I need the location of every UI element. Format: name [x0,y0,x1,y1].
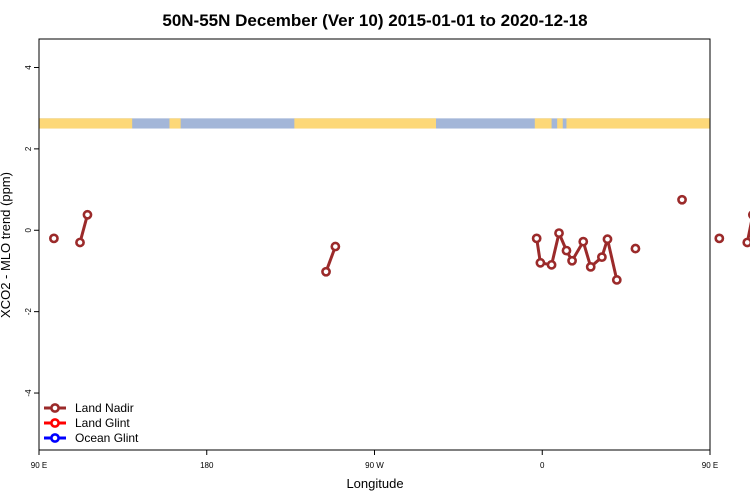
legend-label: Land Glint [75,416,130,430]
legend-marker [50,433,60,443]
y-axis-label: XCO2 - MLO trend (ppm) [0,172,13,318]
land-ocean-band [39,118,710,129]
legend-marker [50,403,60,413]
y-tick-label: 2 [24,146,33,151]
data-point [578,236,589,247]
data-point [330,241,341,252]
data-point [567,255,577,266]
x-tick-label: 180 [200,461,214,470]
land-segment [566,118,710,129]
data-point [554,228,564,239]
x-tick-label: 90 W [365,461,384,470]
data-point [561,245,572,256]
legend-label: Ocean Glint [75,431,139,445]
chart-title: 50N-55N December (Ver 10) 2015-01-01 to … [162,11,587,30]
y-tick-label: -2 [24,308,33,316]
y-tick-label: 0 [24,227,33,232]
data-point [677,194,687,205]
x-tick-label: 0 [540,461,545,470]
data-point [546,259,557,270]
data-point [611,275,622,285]
x-axis-label: Longitude [346,476,403,491]
y-tick-label: 4 [24,65,33,70]
data-point [535,257,546,268]
data-point [630,243,641,254]
legend-label: Land Nadir [75,401,134,415]
land-segment [39,118,133,129]
land-segment [169,118,181,129]
x-tick-label: 90 E [702,461,718,470]
land-segment [294,118,437,129]
land-segment [557,118,563,129]
data-point [75,237,85,248]
data-point [49,233,59,244]
data-point [82,209,93,220]
data-point [321,266,331,277]
data-point [596,252,607,263]
legend-marker [50,418,60,428]
x-tick-label: 90 E [31,461,47,470]
data-point [714,233,725,244]
plot-area: -4 -2 0 2 4 90 E 180 90 W 0 90 E [24,38,750,470]
land-segment [534,118,552,129]
data-point [585,261,596,272]
data-point [742,237,750,248]
y-tick-label: -4 [24,389,33,397]
data-point [602,234,613,245]
data-point [531,233,542,244]
